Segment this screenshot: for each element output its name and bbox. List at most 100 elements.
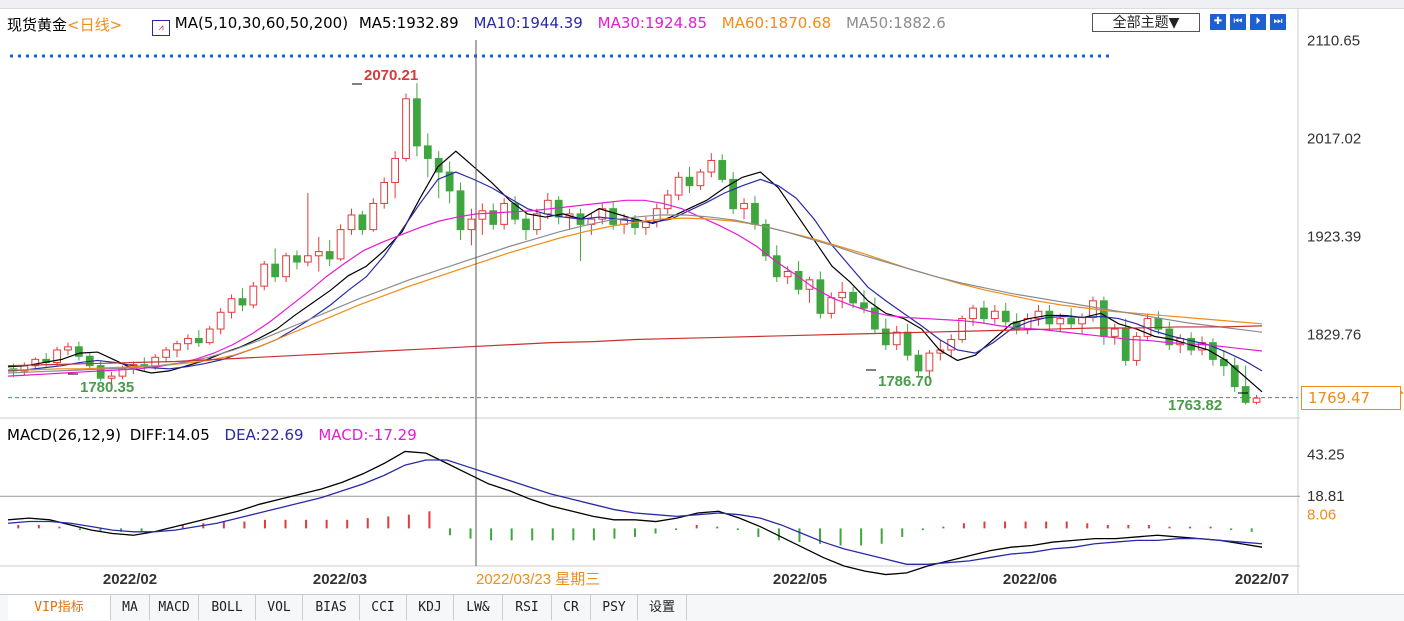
ma50-value: MA50:1882.6 [845, 14, 946, 32]
candle-body [1067, 318, 1076, 325]
x-axis-label: 2022/03 [313, 571, 367, 588]
candle-body [674, 176, 683, 196]
low1-annotation: 1780.35 [80, 379, 134, 396]
candle-body [445, 171, 454, 192]
last-page-icon[interactable]: ⏭ [1270, 14, 1286, 30]
candle-body [31, 358, 40, 367]
candle-body [74, 346, 83, 357]
indicator-tab-vip[interactable]: VIP指标 [8, 595, 111, 620]
ma-params: MA(5,10,30,60,50,200) [174, 14, 349, 32]
candle-body [358, 214, 367, 231]
ma-line-ma10 [7, 171, 1263, 372]
first-page-icon[interactable]: ⏮ [1230, 14, 1246, 30]
candle-body [598, 208, 607, 220]
candle-body [64, 346, 72, 351]
indicator-chart-icon[interactable]: ⩘ [152, 20, 170, 36]
candle-body [543, 199, 552, 215]
ma10-value: MA10:1944.39 [473, 14, 583, 32]
candle-body [849, 291, 857, 304]
candle-body [1132, 335, 1141, 361]
candle-body [184, 337, 192, 345]
theme-dropdown-button[interactable]: 全部主题▼ [1092, 13, 1200, 32]
candle-body [96, 365, 105, 379]
price-axis-label: 1829.76 [1307, 327, 1361, 344]
candle-body [303, 255, 312, 263]
candle-body [413, 98, 421, 147]
candle-body [663, 194, 672, 210]
candle-body [402, 98, 410, 159]
chart-canvas: 2110.65 2017.02 1923.39 1829.76 2070.21 1780.… [0, 8, 1404, 594]
indicator-tab-cr[interactable]: CR [552, 595, 591, 620]
indicator-tab-cci[interactable]: CCI [360, 595, 407, 620]
candle-body [903, 331, 912, 356]
candle-body [729, 178, 738, 210]
candle-body [838, 291, 847, 299]
candle-body [860, 302, 868, 309]
candle-body [380, 182, 389, 204]
indicator-tab-bias[interactable]: BIAS [303, 595, 360, 620]
candle-body [1078, 317, 1086, 325]
ma-line-ma200 [7, 325, 1263, 367]
candle-body [325, 251, 334, 260]
macd-axis-label: 8.06 [1307, 507, 1336, 524]
play-icon[interactable]: ⏵ [1250, 14, 1266, 30]
macd-hist-value: MACD:-17.29 [318, 426, 417, 444]
macd-dea-line [7, 459, 1263, 565]
candle-body [914, 354, 923, 372]
candle-body [205, 328, 214, 344]
ma5-value: MA5:1932.89 [358, 14, 459, 32]
x-axis-label: 2022/07 [1235, 571, 1289, 588]
macd-diff-line [7, 450, 1263, 576]
indicator-tab-boll[interactable]: BOLL [199, 595, 256, 620]
indicator-tab-ma[interactable]: MA [111, 595, 150, 620]
candle-body [1100, 300, 1108, 337]
grid-icon[interactable]: ✚ [1210, 14, 1226, 30]
indicator-tab-lw&[interactable]: LW& [454, 595, 503, 620]
macd-diff-value: DIFF:14.05 [129, 426, 210, 444]
symbol-name-text: 现货黄金 [7, 16, 68, 34]
candle-body [827, 297, 836, 314]
period-selector[interactable]: <日线> [67, 16, 123, 34]
candle-body [194, 337, 203, 344]
candle-body [336, 229, 345, 260]
candle-body [391, 157, 399, 184]
candle-body [249, 285, 258, 306]
candle-body [260, 263, 269, 287]
indicator-tab-macd[interactable]: MACD [150, 595, 199, 620]
candle-body [718, 160, 727, 180]
indicator-tab-psy[interactable]: PSY [591, 595, 638, 620]
price-axis-label: 2110.65 [1307, 33, 1360, 50]
symbol-name: 现货黄金<日线> [7, 14, 122, 35]
indicator-tab-kdj[interactable]: KDJ [407, 595, 454, 620]
window-top-strip [0, 0, 1404, 9]
candle-body [1056, 318, 1065, 325]
candle-body [783, 270, 792, 278]
candle-body [271, 263, 280, 278]
macd-header: MACD(26,12,9) DIFF:14.05 DEA:22.69 MACD:… [7, 426, 417, 444]
macd-params: MACD(26,12,9) [7, 426, 121, 444]
candle-body [467, 218, 476, 231]
candle-body [1241, 386, 1250, 403]
ma-line-ma5 [7, 150, 1263, 393]
crosshair-date-label: 2022/03/23 星期三 [476, 571, 600, 588]
candle-body [740, 202, 748, 210]
indicator-tab-设置[interactable]: 设置 [638, 595, 687, 620]
indicator-tab-vol[interactable]: VOL [256, 595, 303, 620]
x-axis-label: 2022/02 [103, 571, 157, 588]
candle-body [1121, 328, 1130, 361]
price-axis-label: 2017.02 [1307, 131, 1361, 148]
candle-body [685, 176, 694, 187]
indicator-tab-rsi[interactable]: RSI [503, 595, 552, 620]
candle-body [53, 349, 61, 364]
x-axis-label: 2022/05 [773, 571, 827, 588]
candle-body [772, 255, 781, 278]
candle-body [369, 202, 378, 231]
candle-body [761, 223, 770, 257]
candle-body [456, 190, 465, 231]
candle-body [522, 218, 530, 231]
candle-body [293, 255, 301, 263]
candle-body [969, 307, 977, 320]
candle-body [881, 328, 890, 346]
candle-body [980, 307, 988, 320]
candle-body [751, 202, 759, 225]
